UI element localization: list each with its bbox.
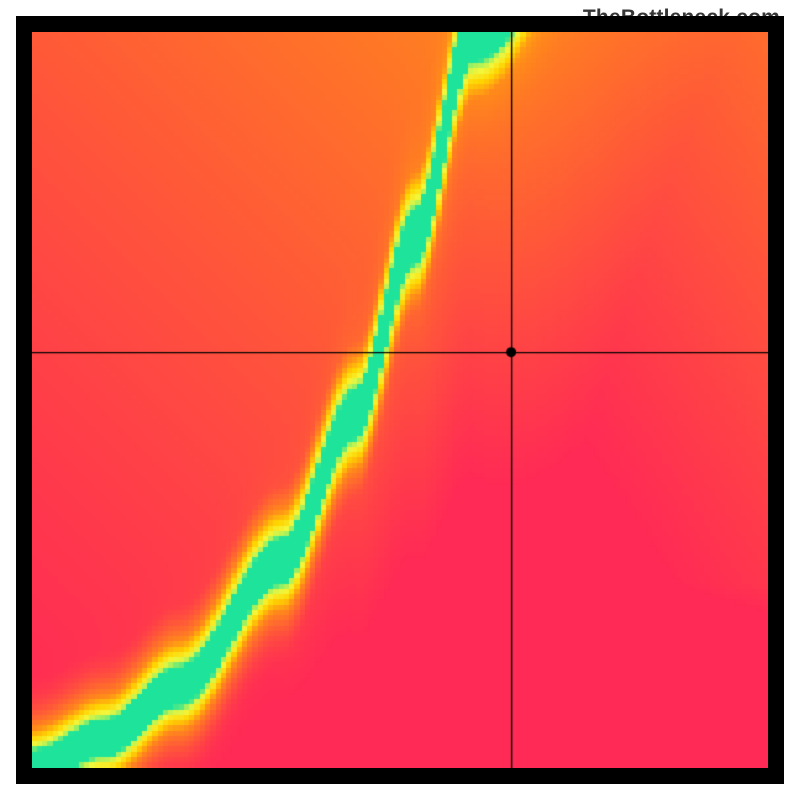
crosshair-overlay [32,32,768,768]
chart-container: TheBottleneck.com [0,0,800,800]
